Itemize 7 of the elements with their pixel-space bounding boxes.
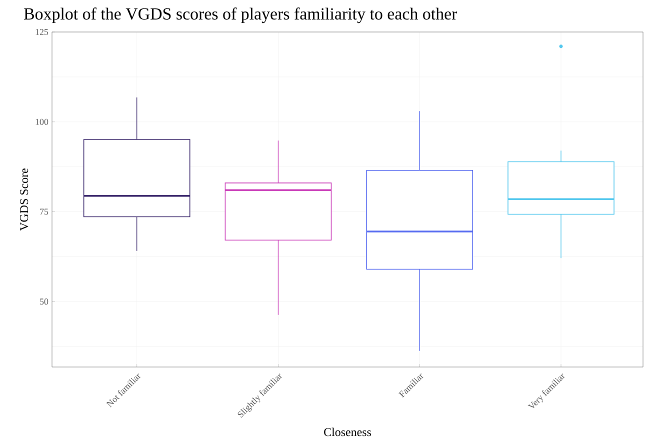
- y-tick-label: 50: [40, 298, 48, 305]
- y-tick-label: 100: [36, 118, 48, 125]
- y-tick-label: 125: [36, 28, 48, 36]
- y-tick-label: 75: [40, 208, 48, 215]
- chart-title: Boxplot of the VGDS scores of players familiarity to each other: [24, 8, 458, 24]
- y-axis-title: VGDS Score: [20, 168, 28, 231]
- x-axis-title: Closeness: [324, 428, 371, 436]
